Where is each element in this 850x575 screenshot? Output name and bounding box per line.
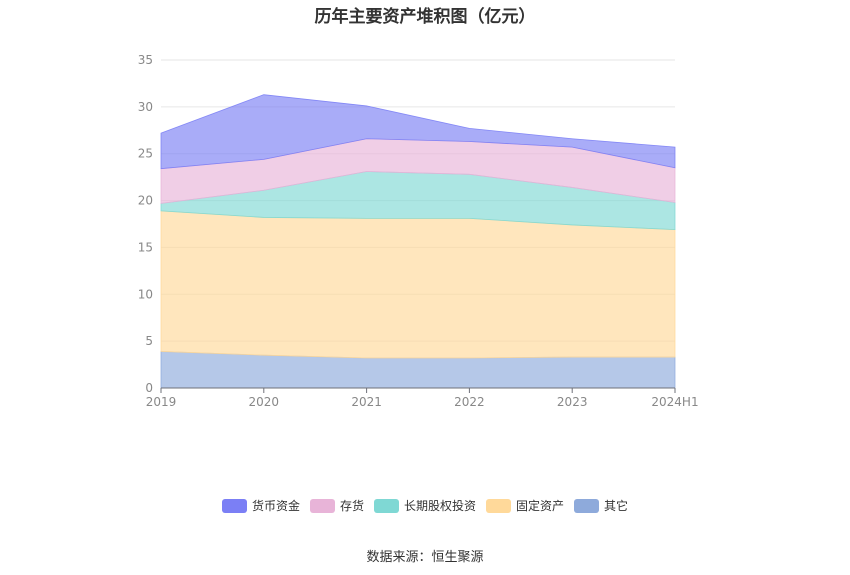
legend-label: 货币资金 [251, 499, 300, 513]
legend-label: 存货 [339, 499, 364, 513]
x-tick-label: 2019 [146, 395, 177, 409]
legend-swatch [373, 498, 399, 513]
legend-item[interactable]: 其它 [574, 497, 628, 514]
y-tick-label: 10 [138, 287, 153, 301]
y-tick-label: 15 [138, 240, 153, 254]
y-tick-label: 35 [138, 53, 153, 67]
y-tick-label: 30 [138, 100, 153, 114]
legend-item[interactable]: 货币资金 [221, 497, 300, 514]
x-tick-label: 2022 [454, 395, 485, 409]
area-series-1 [160, 210, 676, 359]
data-source: 数据来源：恒生聚源 [366, 550, 484, 565]
x-tick-label: 2024H1 [651, 395, 698, 409]
y-tick-label: 0 [145, 381, 153, 395]
y-tick-label: 5 [145, 334, 153, 348]
y-tick-label: 20 [138, 194, 153, 208]
legend-item[interactable]: 固定资产 [486, 497, 564, 514]
x-tick-label: 2020 [249, 395, 280, 409]
legend-swatch [221, 498, 247, 513]
chart-title: 历年主要资产堆积图（亿元） [314, 7, 536, 27]
legend-label: 固定资产 [516, 499, 565, 513]
x-tick-label: 2021 [351, 395, 382, 409]
legend-item[interactable]: 长期股权投资 [373, 497, 476, 514]
area-layers [160, 94, 676, 389]
axes: 0 5 10 15 20 25 30 35 2019 2020 2021 2022 2023 2024H1 [138, 53, 699, 409]
legend-item[interactable]: 存货 [309, 497, 364, 514]
legend-label: 其它 [604, 499, 629, 513]
y-tick-label: 25 [138, 147, 153, 161]
legend-swatch [574, 498, 600, 513]
legend-swatch [486, 498, 511, 513]
legend: 货币资金 存货 长期股权投资 固定资产 其它 [0, 497, 850, 514]
legend-label: 长期股权投资 [403, 499, 476, 513]
x-tick-label: 2023 [557, 395, 588, 409]
area-series-4 [160, 94, 676, 170]
legend-swatch [309, 498, 335, 513]
